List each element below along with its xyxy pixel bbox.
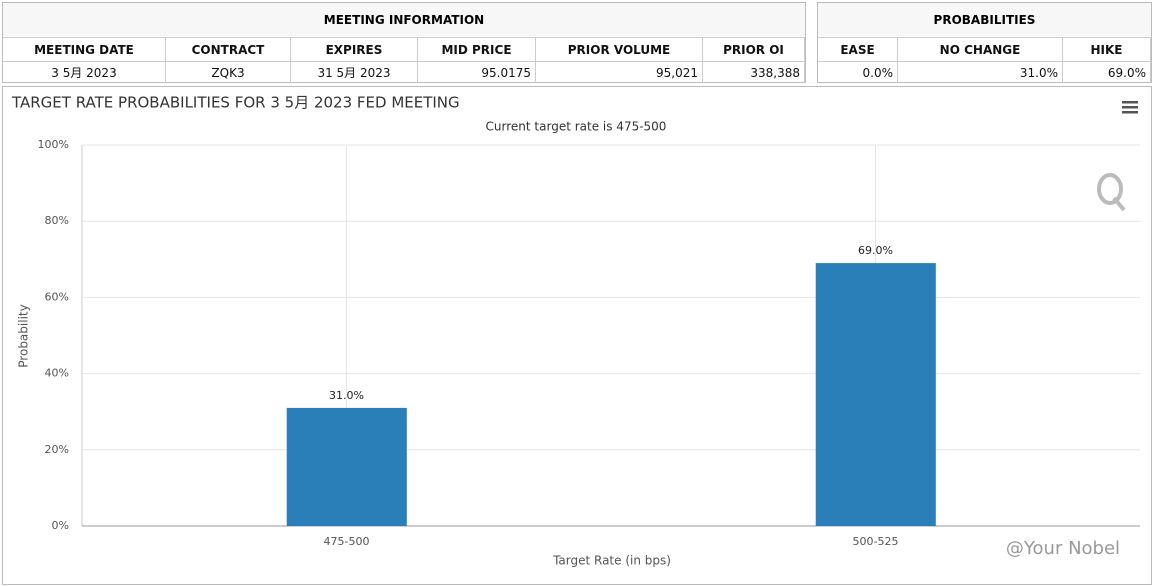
probabilities-table: PROBABILITIES EASE 0.0% NO CHANGE 31.0% HIKE…	[817, 2, 1152, 83]
chart-title: TARGET RATE PROBABILITIES FOR 3 5月 2023 …	[11, 94, 460, 112]
column-header: MID PRICE	[418, 37, 536, 61]
column-header: EASE	[818, 37, 898, 61]
table-cell: 95,021	[536, 61, 703, 83]
bar	[815, 263, 936, 526]
y-tick-label: 40%	[45, 367, 69, 380]
y-tick-label: 20%	[45, 443, 69, 456]
data-label: 69.0%	[858, 244, 893, 257]
chart-panel	[2, 86, 1152, 585]
table-title: MEETING INFORMATION	[3, 3, 805, 36]
table-cell: 31 5月 2023	[291, 61, 418, 83]
column-header: PRIOR VOLUME	[536, 37, 703, 61]
y-tick-label: 60%	[45, 290, 69, 303]
table-title: PROBABILITIES	[818, 3, 1151, 36]
meeting-info-table: MEETING INFORMATION MEETING DATE 3 5月 202…	[2, 2, 806, 83]
y-tick-label: 80%	[45, 214, 69, 227]
table-cell: 69.0%	[1063, 61, 1151, 83]
y-tick-label: 100%	[38, 138, 69, 151]
watermark: @Your Nobel	[1006, 538, 1120, 559]
column-header: CONTRACT	[166, 37, 291, 61]
table-cell: 3 5月 2023	[3, 61, 166, 83]
column-header: NO CHANGE	[898, 37, 1063, 61]
logo	[1097, 173, 1126, 212]
x-axis-label: Target Rate (in bps)	[552, 554, 671, 568]
x-tick-label: 475-500	[324, 535, 370, 548]
chart-subtitle: Current target rate is 475-500	[486, 120, 667, 134]
data-label: 31.0%	[329, 389, 364, 402]
bar	[286, 407, 407, 526]
column-header: MEETING DATE	[3, 37, 166, 61]
y-tick-label: 0%	[52, 519, 69, 532]
table-cell: 0.0%	[818, 61, 898, 83]
table-cell: ZQK3	[166, 61, 291, 83]
menu-icon[interactable]	[1122, 101, 1138, 114]
column-header: PRIOR OI	[703, 37, 805, 61]
column-header: HIKE	[1063, 37, 1151, 61]
x-tick-label: 500-525	[853, 535, 899, 548]
table-cell: 338,388	[703, 61, 805, 83]
column-header: EXPIRES	[291, 37, 418, 61]
table-cell: 95.0175	[418, 61, 536, 83]
y-axis-label: Probability	[17, 304, 31, 367]
table-cell: 31.0%	[898, 61, 1063, 83]
